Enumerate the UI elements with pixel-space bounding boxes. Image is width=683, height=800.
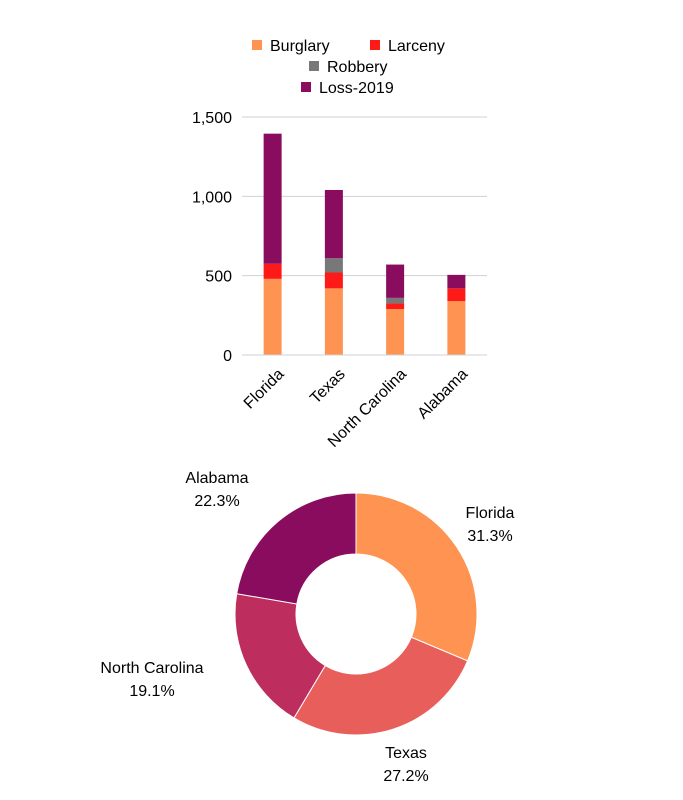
bar-florida-loss-2019 [263, 133, 282, 264]
bar-texas-robbery [324, 258, 343, 273]
bar-north-carolina-larceny [386, 303, 405, 309]
bars [263, 133, 466, 355]
donut-slices [234, 492, 478, 736]
donut-category-label: Texas [385, 745, 427, 762]
bar-alabama-burglary [447, 301, 466, 355]
bar-stack-north-carolina [386, 264, 405, 355]
bar-florida-burglary [263, 278, 282, 355]
bar-north-carolina-burglary [386, 308, 405, 355]
donut-label-texas: Texas 27.2% [383, 745, 428, 785]
y-tick-label: 1,000 [192, 189, 232, 206]
bar-north-carolina-loss-2019 [386, 264, 405, 298]
x-tick-label-texas: Texas [307, 366, 349, 408]
legend-label-larceny: Larceny [388, 38, 445, 55]
bar-north-carolina-robbery [386, 297, 405, 304]
legend-swatch-robbery [309, 61, 319, 71]
donut-percent-label: 19.1% [129, 683, 174, 700]
legend-item-larceny: Larceny [370, 38, 445, 55]
donut-labels: Florida 31.3% Texas 27.2% North Carolina 19.1… [100, 470, 514, 785]
donut-slice-texas [293, 636, 469, 736]
y-tick-label: 0 [223, 348, 232, 365]
bar-stack-alabama [447, 274, 466, 355]
donut-percent-label: 22.3% [194, 493, 239, 510]
legend-item-burglary: Burglary [252, 38, 330, 55]
donut-category-label: North Carolina [100, 660, 203, 677]
legend-item-loss-2019: Loss-2019 [301, 80, 394, 97]
legend-swatch-burglary [252, 40, 262, 50]
y-tick-label: 1,500 [192, 110, 232, 127]
donut-slice-florida [355, 492, 478, 662]
bar-stack-florida [263, 133, 282, 355]
donut-category-label: Alabama [185, 470, 248, 487]
donut-percent-label: 27.2% [383, 768, 428, 785]
donut-label-alabama: Alabama 22.3% [185, 470, 248, 510]
legend-swatch-loss-2019 [301, 82, 311, 92]
bar-florida-larceny [263, 263, 282, 279]
y-gridlines [242, 116, 487, 277]
donut-chart: Florida 31.3% Texas 27.2% North Carolina 19.1… [100, 470, 514, 785]
legend-label-robbery: Robbery [327, 59, 387, 76]
x-tick-label-alabama: Alabama [415, 366, 472, 423]
donut-label-florida: Florida 31.3% [466, 505, 515, 545]
legend-item-robbery: Robbery [309, 59, 387, 76]
bar-texas-larceny [324, 272, 343, 289]
bar-alabama-larceny [447, 288, 466, 302]
bar-alabama-loss-2019 [447, 274, 466, 289]
donut-slice-alabama [236, 492, 357, 605]
donut-category-label: Florida [466, 505, 515, 522]
legend-label-loss-2019: Loss-2019 [319, 80, 394, 97]
donut-label-north-carolina: North Carolina 19.1% [100, 660, 203, 700]
bar-stack-texas [324, 189, 343, 355]
x-tick-label-florida: Florida [241, 366, 288, 413]
bar-texas-loss-2019 [324, 189, 343, 259]
y-tick-label: 500 [205, 269, 232, 286]
bar-texas-burglary [324, 288, 343, 355]
legend-label-burglary: Burglary [270, 38, 330, 55]
donut-percent-label: 31.3% [467, 528, 512, 545]
legend-swatch-larceny [370, 40, 380, 50]
y-axis: 0 500 1,000 1,500 [192, 110, 232, 365]
